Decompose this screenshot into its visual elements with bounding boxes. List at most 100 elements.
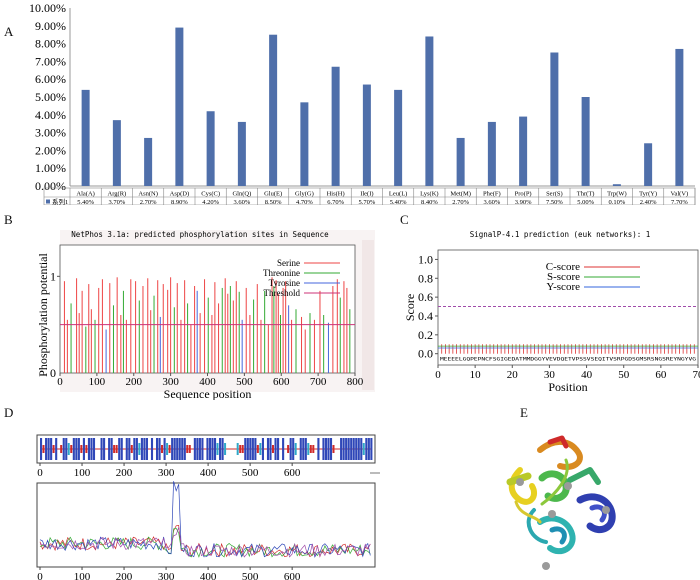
helix-segment xyxy=(87,438,91,460)
category-label: Arg(R) xyxy=(108,191,127,198)
y-tick-label: 0 xyxy=(50,366,56,380)
helix-segment xyxy=(155,438,159,460)
helix-segment xyxy=(108,438,111,460)
helix-segment xyxy=(143,438,146,460)
helix-segment xyxy=(133,438,136,460)
category-label: Gln(Q) xyxy=(232,191,251,198)
helix-segment xyxy=(128,438,131,460)
helix-segment xyxy=(45,438,48,460)
helix-segment xyxy=(206,438,209,460)
data-label: 3.60% xyxy=(233,199,250,205)
x-tick-label: 300 xyxy=(158,571,175,580)
data-label: 7.70% xyxy=(671,199,688,205)
helix-segment xyxy=(289,438,292,460)
helix-segment xyxy=(244,438,247,460)
turn-segment xyxy=(259,443,262,455)
helix-segment xyxy=(246,438,249,460)
helix-segment xyxy=(347,438,350,460)
strand-segment xyxy=(271,445,274,453)
data-label: 5.70% xyxy=(358,199,375,205)
category-label: Met(M) xyxy=(450,191,471,198)
panel-letter-a: A xyxy=(4,24,14,39)
right-scroll-strip xyxy=(362,240,374,390)
category-label: Tyr(Y) xyxy=(639,191,657,198)
y-tick-label: 5.00% xyxy=(35,90,66,104)
bar xyxy=(425,36,434,187)
helix-segment xyxy=(183,438,186,460)
bar xyxy=(644,143,653,186)
protein-3d-model xyxy=(506,435,616,570)
x-tick-label: 200 xyxy=(116,571,133,580)
x-tick-label: 700 xyxy=(310,376,327,388)
legend-label: Y-score xyxy=(546,281,580,293)
helix-segment xyxy=(327,438,330,460)
strand-segment xyxy=(332,445,335,453)
helix-segment xyxy=(304,438,307,460)
helix-segment xyxy=(196,438,199,460)
legend-label: Threonine xyxy=(263,268,300,278)
secondary-structure-chart: 0 100 200 300 400 500 600 0 100 200 300 400 500 600 xyxy=(36,434,380,580)
helix-segment xyxy=(352,438,355,460)
strand-segment xyxy=(80,445,83,453)
strand-segment xyxy=(256,445,259,453)
helix-segment xyxy=(92,438,96,460)
category-label: Asn(N) xyxy=(138,191,158,198)
helix-segment xyxy=(370,438,373,460)
data-label: 2.70% xyxy=(140,199,157,205)
data-label: 2.70% xyxy=(452,199,469,205)
x-tick-label: 100 xyxy=(74,571,91,580)
helix-segment xyxy=(50,438,53,460)
bar xyxy=(237,121,246,186)
helix-segment xyxy=(317,438,320,460)
helix-segment xyxy=(140,438,143,460)
x-tick-label: 60 xyxy=(655,369,667,381)
strand-segment xyxy=(312,445,315,453)
category-label: Pro(P) xyxy=(515,191,532,198)
category-label: Trp(W) xyxy=(607,191,627,198)
x-tick-label: 0 xyxy=(57,376,63,388)
strand-segment xyxy=(241,445,244,453)
bar xyxy=(675,48,684,186)
panel-letter-c: C xyxy=(400,212,409,227)
y-tick-label: 0.8 xyxy=(418,271,433,285)
category-label: Thr(T) xyxy=(577,191,595,198)
turn-segment xyxy=(166,443,169,455)
bar xyxy=(394,89,403,186)
helix-segment xyxy=(367,438,370,460)
helix-segment xyxy=(47,438,50,460)
helix-segment xyxy=(269,438,272,460)
legend-swatch xyxy=(46,199,50,204)
helix-segment xyxy=(176,438,179,460)
helix-segment xyxy=(125,438,128,460)
data-label: 3.60% xyxy=(483,199,500,205)
panel-letter-b: B xyxy=(4,212,13,227)
strand-segment xyxy=(52,445,55,453)
x-tick-label: 30 xyxy=(544,369,556,381)
helix-segment xyxy=(198,438,201,460)
helix-segment xyxy=(110,438,113,460)
data-label: 4.20% xyxy=(202,199,219,205)
helix-segment xyxy=(282,438,285,460)
x-tick-label: 500 xyxy=(242,571,259,580)
bar xyxy=(456,137,465,186)
plot-frame xyxy=(59,244,356,374)
category-label: Cys(C) xyxy=(201,191,220,198)
turn-segment xyxy=(67,443,70,455)
helix-segment xyxy=(261,438,264,460)
bar xyxy=(581,97,590,186)
turn-segment xyxy=(224,443,227,455)
turn-segment xyxy=(138,443,141,455)
y-axis-label: Phosphorylation potential xyxy=(36,253,50,377)
strand-segment xyxy=(70,445,73,453)
x-tick-label: 20 xyxy=(507,369,519,381)
helix-segment xyxy=(342,438,345,460)
data-label: 7.50% xyxy=(546,199,563,205)
signalp-prediction-chart: SignalP-4.1 prediction (euk networks): 1… xyxy=(403,230,700,394)
helix-segment xyxy=(100,438,103,460)
x-tick-label: 500 xyxy=(242,467,259,479)
protein-atoms xyxy=(516,478,610,570)
strand-segment xyxy=(186,445,189,453)
strand-segment xyxy=(309,445,312,453)
helix-segment xyxy=(329,438,333,460)
helix-segment xyxy=(55,438,58,460)
